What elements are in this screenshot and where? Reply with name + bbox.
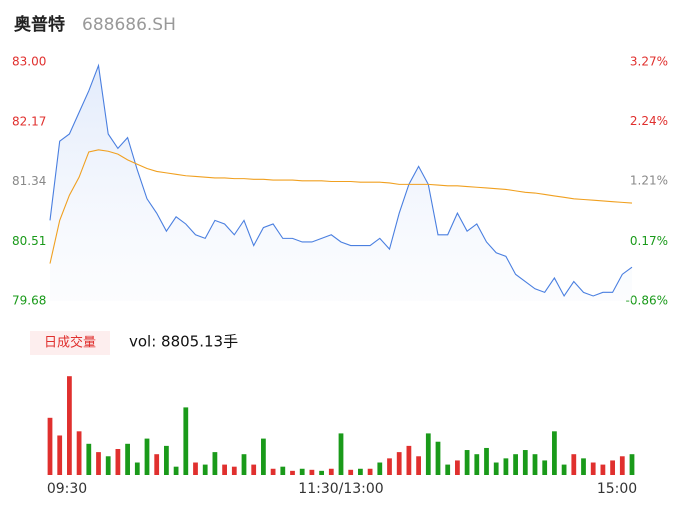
volume-bar <box>484 447 489 475</box>
volume-bar <box>134 462 140 475</box>
volume-bar <box>76 431 82 475</box>
volume-bar <box>241 454 247 475</box>
volume-button-bg[interactable] <box>30 331 110 355</box>
y-tick-label: 83.00 <box>12 55 46 69</box>
volume-bar <box>164 445 169 475</box>
series-line <box>49 63 633 298</box>
volume-bar <box>173 466 179 475</box>
volume-bar <box>377 462 383 475</box>
volume-bar <box>125 443 130 475</box>
volume-bar <box>445 464 451 475</box>
volume-bar <box>416 456 421 475</box>
x-tick-label: 11:30/13:00 <box>298 481 383 497</box>
volume-label: vol: 8805.13手 <box>129 333 238 351</box>
volume-bar <box>57 435 63 475</box>
volume-bar <box>154 454 160 475</box>
volume-bar <box>115 449 121 475</box>
x-tick-label: 15:00 <box>597 481 637 497</box>
volume-bar <box>183 407 189 475</box>
volume-bar <box>590 462 596 475</box>
volume-bar <box>280 466 286 475</box>
volume-bar <box>435 441 441 475</box>
volume-bar <box>425 433 431 475</box>
volume-bar <box>212 452 218 475</box>
volume-bar <box>503 458 509 475</box>
volume-bar <box>552 431 557 475</box>
price-area <box>50 65 632 301</box>
volume-bar <box>193 462 198 475</box>
x-tick-label: 09:30 <box>47 481 87 497</box>
volume-bar <box>571 454 577 475</box>
volume-bar <box>86 443 92 475</box>
volume-bar <box>47 417 53 475</box>
volume-bar <box>406 445 412 475</box>
volume-bar <box>493 462 499 475</box>
stock-code: 688686.SH <box>82 15 176 35</box>
volume-bar <box>96 452 101 475</box>
y2-tick-label: 1.21% <box>630 174 668 188</box>
volume-bar <box>610 460 615 475</box>
volume-bar <box>474 454 480 475</box>
volume-bar <box>387 458 392 475</box>
y-tick-label: 82.17 <box>12 114 46 128</box>
volume-bar <box>309 469 315 475</box>
volume-bar <box>581 458 586 475</box>
y-tick-label: 81.34 <box>12 174 46 188</box>
volume-bar <box>600 464 606 475</box>
volume-bar <box>455 460 460 475</box>
volume-bar <box>367 468 373 475</box>
volume-bar <box>561 464 567 475</box>
volume-button[interactable]: 日成交量 <box>44 335 96 351</box>
volume-bar <box>396 452 402 475</box>
volume-bar <box>251 464 257 475</box>
volume-bar <box>328 468 334 475</box>
volume-bar <box>231 466 237 475</box>
volume-bar <box>222 464 227 475</box>
volume-bar <box>270 468 276 475</box>
volume-bar <box>144 438 150 475</box>
y2-tick-label: 0.17% <box>630 234 668 248</box>
volume-bar <box>522 450 528 475</box>
y-tick-label: 79.68 <box>12 294 46 308</box>
volume-bar <box>348 469 354 475</box>
stock-name: 奥普特 <box>14 14 65 35</box>
volume-bar <box>358 468 363 475</box>
y2-tick-label: 3.27% <box>630 55 668 69</box>
volume-bar <box>338 433 344 475</box>
volume-bar <box>105 456 111 475</box>
volume-bar <box>629 454 635 475</box>
volume-bar <box>619 456 625 475</box>
volume-bar <box>513 454 518 475</box>
volume-bar <box>261 438 266 475</box>
volume-bar <box>319 470 324 475</box>
volume-bar <box>532 454 538 475</box>
volume-bar <box>202 464 208 475</box>
y-tick-label: 80.51 <box>12 234 46 248</box>
y2-tick-label: -0.86% <box>626 294 668 308</box>
volume-bar <box>464 450 470 475</box>
volume-bar <box>290 470 295 475</box>
series-line <box>49 149 633 264</box>
volume-bar <box>67 376 72 475</box>
volume-bar <box>542 460 548 475</box>
y2-tick-label: 2.24% <box>630 114 668 128</box>
volume-bar <box>299 468 305 475</box>
